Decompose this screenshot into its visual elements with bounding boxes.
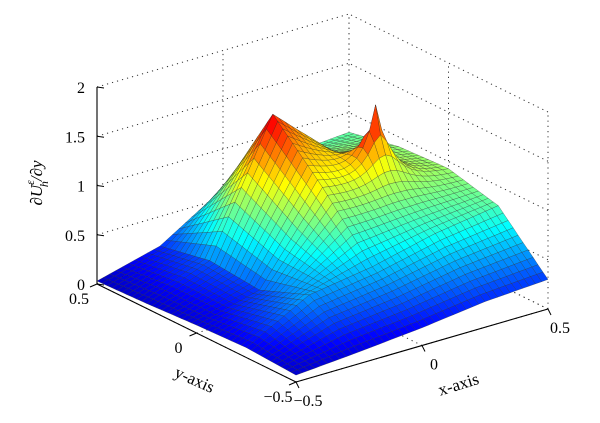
z-tick-label: 2 bbox=[77, 80, 85, 97]
z-tick-mark bbox=[96, 86, 105, 89]
grid-line bbox=[348, 13, 549, 113]
x-tick-label: −0.5 bbox=[293, 393, 322, 410]
y-tick-label: 0.5 bbox=[69, 291, 89, 308]
y-tick-mark bbox=[89, 283, 98, 288]
grid-line bbox=[96, 112, 350, 186]
y-axis-label: y-axis bbox=[172, 363, 218, 397]
grid-line bbox=[96, 13, 350, 88]
y-tick-mark bbox=[189, 332, 197, 337]
z-tick-label: 0 bbox=[77, 277, 85, 294]
grid-line bbox=[348, 62, 549, 162]
z-tick-mark bbox=[96, 234, 105, 237]
z-axis-label: ∂Uεh/∂y bbox=[23, 160, 51, 206]
x-tick-label: 0 bbox=[430, 357, 438, 374]
grid-line bbox=[348, 210, 549, 310]
surface-cell bbox=[290, 369, 303, 376]
y-tick-mark bbox=[288, 381, 297, 386]
grid-line bbox=[348, 112, 549, 211]
z-tick-label: 1.5 bbox=[65, 129, 85, 146]
z-tick-mark bbox=[96, 185, 105, 187]
z-tick-label: 0.5 bbox=[65, 228, 85, 245]
surface bbox=[96, 104, 549, 376]
z-tick-mark bbox=[96, 283, 105, 286]
x-tick-label: 0.5 bbox=[550, 320, 570, 337]
x-tick-mark bbox=[421, 345, 426, 352]
y-tick-label: −0.5 bbox=[263, 389, 292, 406]
x-axis-label: x-axis bbox=[436, 369, 481, 399]
axes-layer bbox=[89, 86, 552, 389]
x-tick-mark bbox=[547, 308, 552, 316]
grid-line bbox=[96, 62, 350, 137]
z-tick-label: 1 bbox=[77, 179, 85, 196]
y-tick-label: 0 bbox=[175, 340, 183, 357]
x-tick-mark bbox=[295, 381, 300, 389]
z-tick-mark bbox=[96, 135, 105, 138]
